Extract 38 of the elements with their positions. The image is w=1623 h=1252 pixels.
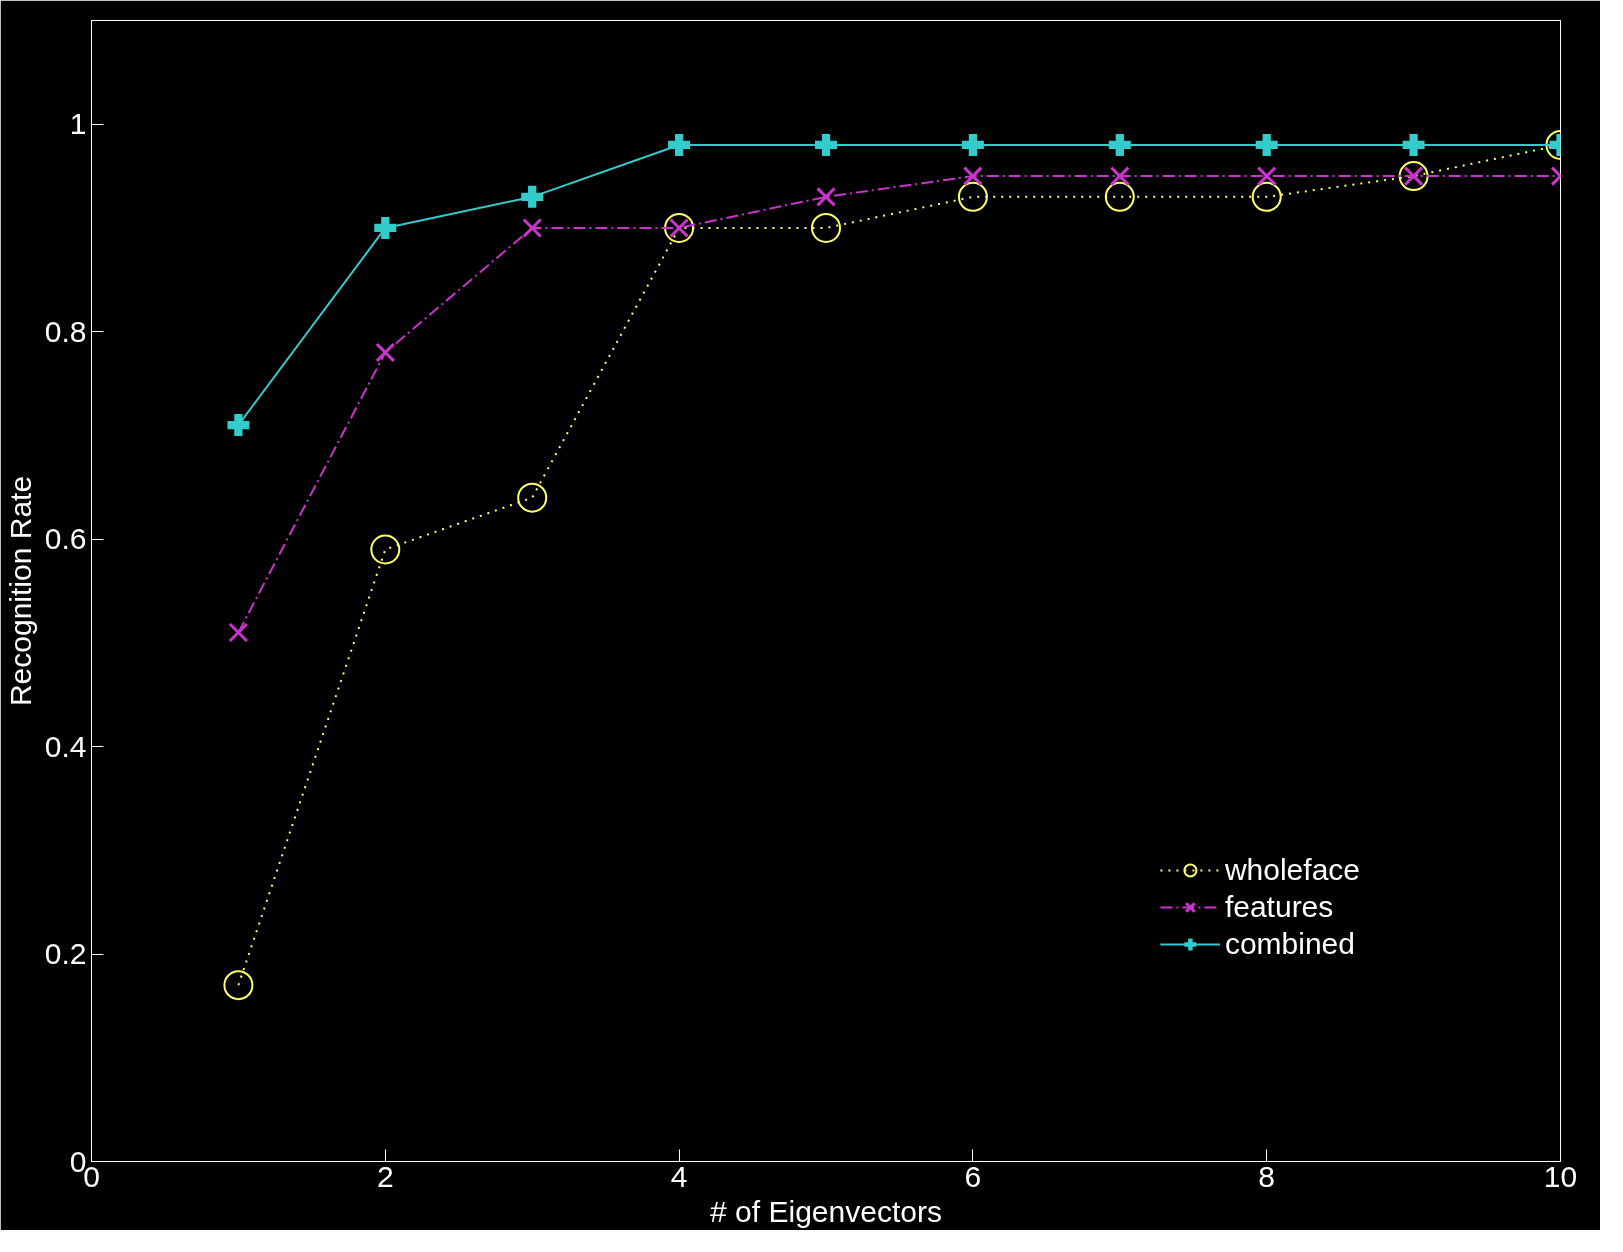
x-tick-label: 6 xyxy=(964,1159,982,1193)
y-axis-title: Recognition Rate xyxy=(3,475,37,707)
point xyxy=(370,534,401,565)
y-tick-label: 0.4 xyxy=(44,729,87,763)
legend-label: combined xyxy=(1224,927,1355,961)
x-tick-label: 10 xyxy=(1543,1159,1578,1193)
x-tick-label: 8 xyxy=(1258,1159,1276,1193)
point xyxy=(522,217,543,238)
y-tick-label: 0.6 xyxy=(44,522,87,556)
point xyxy=(223,970,254,1001)
point xyxy=(374,216,397,239)
point xyxy=(1251,181,1282,212)
point xyxy=(1109,166,1130,187)
y-tick-label: 0.2 xyxy=(44,937,87,971)
point xyxy=(962,166,983,187)
point xyxy=(668,133,691,156)
point xyxy=(815,133,837,156)
legend-label: features xyxy=(1224,890,1334,924)
point xyxy=(517,482,548,513)
x-tick-label: 4 xyxy=(670,1159,688,1193)
point xyxy=(957,181,988,212)
point xyxy=(1402,133,1425,156)
point xyxy=(227,414,250,437)
point xyxy=(521,185,544,208)
point xyxy=(375,342,396,363)
point xyxy=(228,622,249,643)
x-axis-title: # of Eigenvectors xyxy=(710,1194,942,1228)
point xyxy=(811,212,841,243)
point xyxy=(1255,133,1278,156)
point xyxy=(1108,133,1131,156)
point xyxy=(816,186,836,207)
legend-label: wholeface xyxy=(1224,853,1360,887)
point xyxy=(961,133,984,156)
x-tick-label: 2 xyxy=(376,1159,394,1193)
point xyxy=(1256,166,1277,187)
point xyxy=(1104,181,1135,212)
y-tick-label: 0.8 xyxy=(44,314,87,348)
y-tick-label: 1 xyxy=(69,107,87,141)
